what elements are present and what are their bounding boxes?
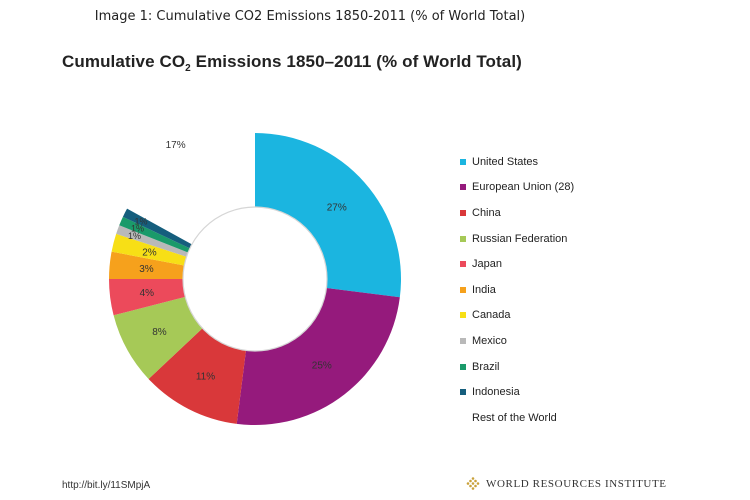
legend-swatch xyxy=(460,261,466,268)
legend-item-china: China xyxy=(460,200,574,226)
slice-india xyxy=(109,251,185,279)
legend-label: Indonesia xyxy=(472,386,520,399)
legend-swatch xyxy=(460,363,466,370)
slice-label-rest-of-the-world: 17% xyxy=(166,140,186,151)
legend-label: Rest of the World xyxy=(472,411,557,424)
slice-label-india: 3% xyxy=(139,264,154,275)
slice-european-union-28 xyxy=(236,288,400,425)
chart-title: Cumulative CO2 Emissions 1850–2011 (% of… xyxy=(62,52,522,74)
slice-label-united-states: 27% xyxy=(327,202,347,213)
legend-item-japan: Japan xyxy=(460,251,574,277)
slice-label-european-union-28: 25% xyxy=(312,361,332,372)
legend-swatch xyxy=(460,415,466,421)
slice-label-brazil: 1% xyxy=(131,224,144,234)
legend-swatch xyxy=(460,158,466,165)
legend-label: Russian Federation xyxy=(472,232,568,245)
legend-label: India xyxy=(472,283,496,296)
chart-title-rest: Emissions 1850–2011 (% of World Total) xyxy=(190,52,522,71)
slice-label-russian-federation: 8% xyxy=(152,327,167,338)
slice-brazil xyxy=(119,216,190,253)
slice-united-states xyxy=(255,133,401,298)
legend-swatch xyxy=(460,337,466,344)
slice-label-japan: 4% xyxy=(140,288,155,299)
legend-label: European Union (28) xyxy=(472,181,575,194)
legend-item-canada: Canada xyxy=(460,303,574,329)
slice-japan xyxy=(109,279,186,316)
legend-label: United States xyxy=(472,155,539,168)
legend-label: China xyxy=(472,206,501,219)
legend-item-united-states: United States xyxy=(460,149,574,175)
chart-title-part: Cumulative CO xyxy=(62,52,186,71)
legend-swatch xyxy=(460,312,466,319)
chart-title-subscript: 2 xyxy=(185,63,191,74)
legend-swatch xyxy=(460,184,466,191)
wri-diamond-logo-icon xyxy=(466,477,480,490)
source-link[interactable]: http://bit.ly/11SMpjA xyxy=(62,480,151,491)
legend-label: Canada xyxy=(472,309,511,322)
slice-label-china: 11% xyxy=(196,372,215,383)
legend-item-russian-federation: Russian Federation xyxy=(460,226,574,252)
legend-label: Japan xyxy=(472,258,502,271)
legend-item-india: India xyxy=(460,277,574,303)
donut-labels: 27%25%11%8%4%3%2%1%1%1%17% xyxy=(128,140,347,382)
legend-item-rest-of-the-world: Rest of the World xyxy=(460,405,574,431)
slice-canada xyxy=(111,233,187,266)
slice-mexico xyxy=(116,225,189,257)
image-caption: Image 1: Cumulative CO2 Emissions 1850-2… xyxy=(94,9,526,24)
legend-swatch xyxy=(460,389,466,396)
legend-item-indonesia: Indonesia xyxy=(460,379,574,405)
donut-hole-ring xyxy=(182,206,328,352)
slice-china xyxy=(148,328,246,424)
legend-swatch xyxy=(460,286,466,293)
legend-item-european-union-28: European Union (28) xyxy=(460,175,574,201)
slice-label-indonesia: 1% xyxy=(134,216,147,226)
donut-slices xyxy=(109,133,401,425)
slice-russian-federation xyxy=(113,296,203,379)
legend-swatch xyxy=(460,209,466,216)
legend-item-brazil: Brazil xyxy=(460,354,574,380)
logo-text: WORLD RESOURCES INSTITUTE xyxy=(486,478,667,490)
slice-indonesia xyxy=(122,208,192,249)
slice-label-mexico: 1% xyxy=(128,231,141,241)
legend-label: Brazil xyxy=(472,360,500,373)
wri-logo: WORLD RESOURCES INSTITUTE xyxy=(466,477,667,491)
legend-swatch xyxy=(460,235,466,242)
legend-label: Mexico xyxy=(472,334,507,347)
slice-label-canada: 2% xyxy=(142,247,157,258)
chart-legend: United States European Union (28) China Rus… xyxy=(460,149,574,431)
legend-item-mexico: Mexico xyxy=(460,328,574,354)
